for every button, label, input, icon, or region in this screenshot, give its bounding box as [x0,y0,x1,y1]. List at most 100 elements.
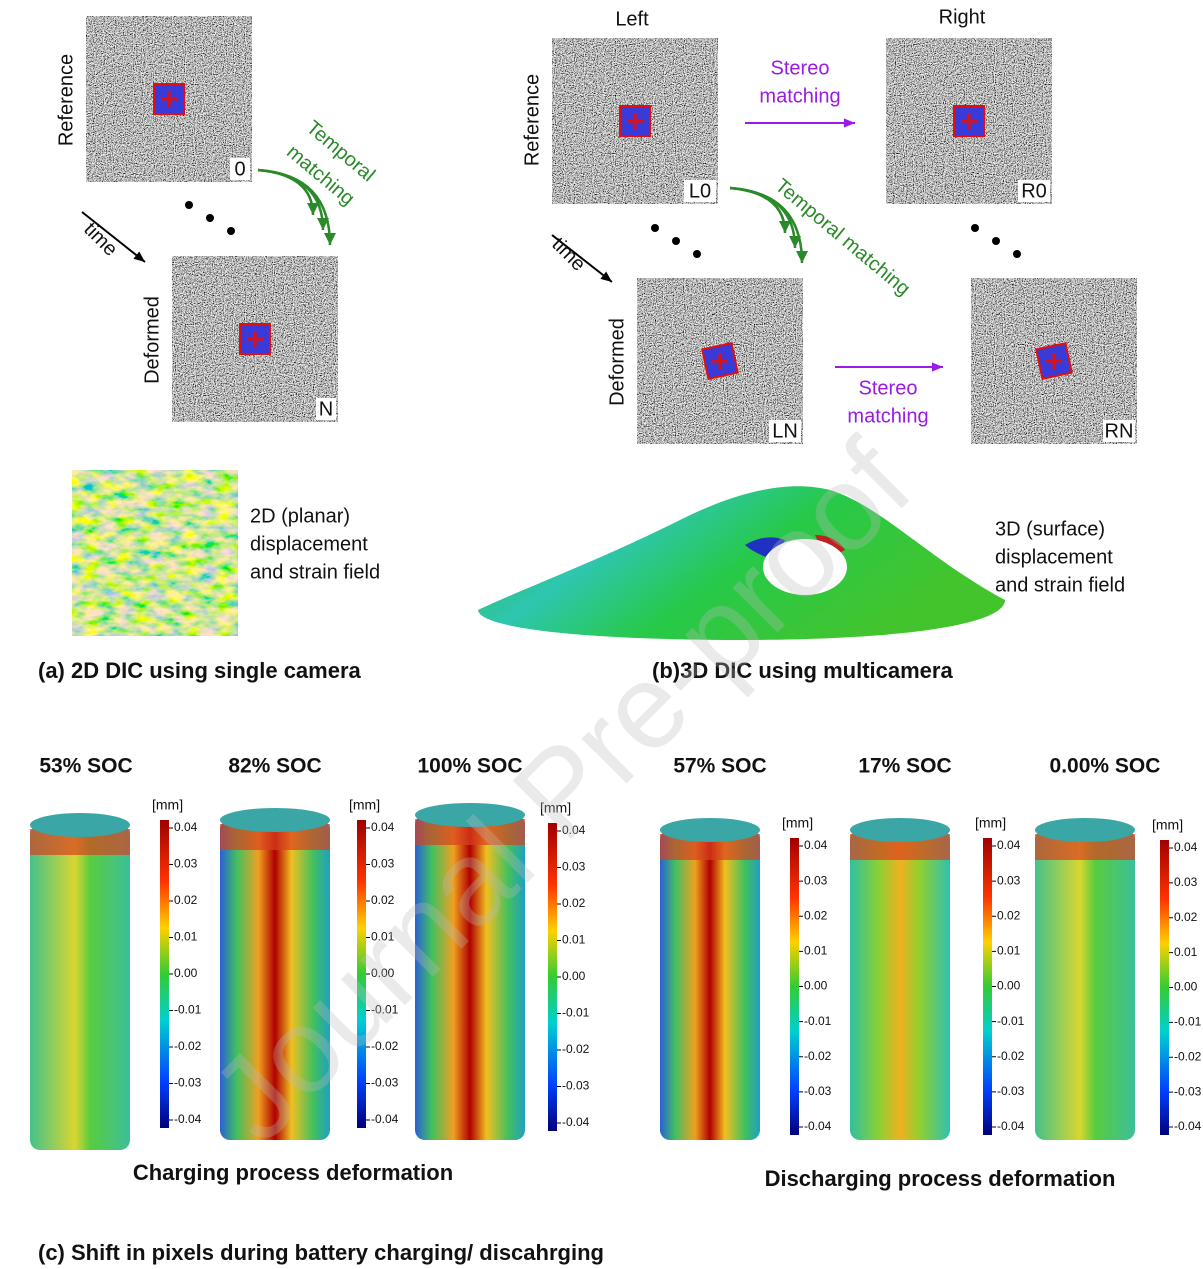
arrow-head [844,118,855,127]
battery-top [220,808,330,832]
label: RN [1105,420,1134,442]
label: 0.03 [1174,875,1198,889]
label: -0.04 [371,1112,399,1126]
label: -0.04 [174,1112,202,1126]
label: Reference [521,74,543,166]
label: Right [939,6,986,28]
colorbar [983,838,992,1135]
battery-body [850,830,950,1140]
label: R0 [1021,180,1047,202]
label: 0.00 [1174,980,1198,994]
label: -0.01 [174,1003,202,1017]
label: time [547,233,589,275]
battery-body [1035,830,1135,1140]
label: 17% SOC [858,755,951,778]
label: 0.00 [804,979,828,993]
label: -0.04 [804,1119,832,1133]
label: 0.03 [804,873,828,887]
label: displacement [995,546,1113,568]
label: and strain field [995,574,1125,596]
label: -0.01 [804,1014,832,1028]
battery-top [1035,818,1135,842]
label: N [319,398,333,420]
label: 0.01 [1174,945,1198,959]
label: -0.03 [562,1079,590,1093]
label: 0.00 [997,979,1021,993]
label: [mm] [782,815,813,831]
battery-top [660,818,760,842]
dot [672,237,680,245]
label: 0.04 [1174,840,1198,854]
label: 0.01 [174,930,198,944]
arrow-head [932,362,943,371]
label: [mm] [975,815,1006,831]
label: 0.01 [804,944,828,958]
label: -0.02 [1174,1049,1202,1063]
label: Charging process deformation [133,1160,453,1185]
arrow-head [307,203,319,215]
label: Stereo [771,57,830,79]
label: (c) Shift in pixels during battery charg… [38,1240,604,1265]
label: [mm] [152,797,183,813]
dot [693,250,701,258]
colorbar [1160,840,1169,1135]
colorbar [790,838,799,1135]
dot [992,237,1000,245]
label: -0.04 [997,1119,1025,1133]
temporal-arrow [258,170,313,215]
battery-top [30,813,130,837]
label: 0.00 [562,969,586,983]
arrow-head [779,221,791,233]
label: -0.03 [804,1084,832,1098]
label: 0.00 [174,966,198,980]
battery-body [30,825,130,1150]
label: Left [615,8,649,30]
label: 0.04 [804,838,828,852]
label: -0.03 [1174,1084,1202,1098]
colorbar [160,820,169,1128]
label: -0.01 [1174,1015,1202,1029]
label: 53% SOC [39,755,132,778]
label: -0.03 [371,1076,399,1090]
label: 0.02 [997,908,1021,922]
label: -0.04 [1174,1119,1202,1133]
label: -0.02 [174,1039,202,1053]
label: Stereo [859,377,918,399]
dot [1013,250,1021,258]
dot [227,227,235,235]
label: 3D (surface) [995,518,1105,540]
label: -0.02 [997,1049,1025,1063]
label: 0.01 [997,944,1021,958]
dot [651,224,659,232]
battery-body [660,830,760,1140]
label: -0.02 [562,1042,590,1056]
label: Discharging process deformation [765,1166,1116,1191]
label: time [79,218,121,260]
strain-field [72,470,238,636]
label: 0.02 [1174,910,1198,924]
label: -0.01 [562,1006,590,1020]
label: [mm] [349,797,380,813]
dot [971,224,979,232]
label: LN [772,420,798,442]
label: matching [759,85,840,107]
label: 0.00% SOC [1050,755,1161,778]
label: 0.01 [562,933,586,947]
label: Deformed [141,296,163,384]
label: -0.03 [997,1084,1025,1098]
label: displacement [250,533,368,555]
label: Reference [55,54,77,146]
label: 0.04 [997,838,1021,852]
label: 0.03 [997,873,1021,887]
label: 2D (planar) [250,505,350,527]
label: and strain field [250,561,380,583]
label: 0 [234,158,245,180]
arrow-head [324,233,336,245]
label: 0.04 [371,820,395,834]
label: 0.02 [562,896,586,910]
label: matching [847,405,928,427]
dot [185,201,193,209]
dot [206,214,214,222]
label: L0 [689,180,711,202]
label: 0.03 [174,857,198,871]
